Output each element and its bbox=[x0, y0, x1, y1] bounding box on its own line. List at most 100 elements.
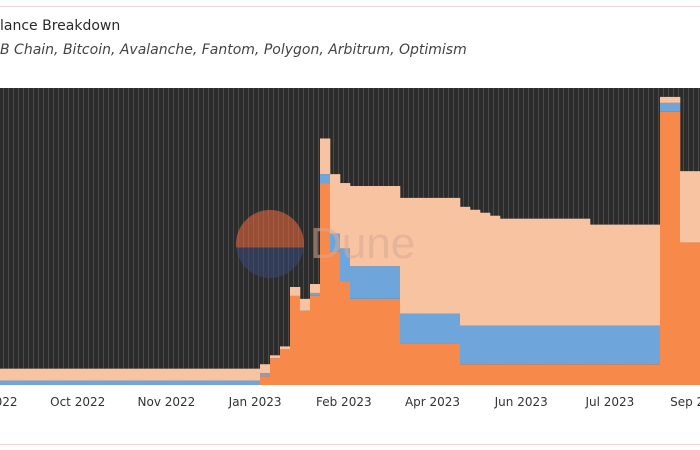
bar-peach bbox=[300, 298, 311, 311]
x-tick-label: Jul 2023 bbox=[585, 395, 635, 409]
x-tick-label: Sep 2022 bbox=[0, 395, 18, 409]
bar-peach bbox=[200, 368, 211, 381]
bar-peach bbox=[230, 368, 241, 381]
x-axis: Sep 2022 Oct 2022 Nov 2022 Jan 2023 Feb 2023… bbox=[0, 395, 700, 415]
bar-blue bbox=[330, 233, 341, 252]
bar-peach bbox=[500, 218, 511, 326]
x-tick-label: Sep 2023 bbox=[670, 395, 700, 409]
bar-peach bbox=[190, 368, 201, 381]
bar-peach bbox=[70, 368, 81, 381]
bar-blue bbox=[20, 380, 31, 385]
bar-orange bbox=[400, 343, 411, 385]
bar-peach bbox=[290, 286, 301, 296]
bar-blue bbox=[450, 313, 461, 344]
bar-blue bbox=[560, 325, 571, 365]
bar-peach bbox=[610, 224, 621, 326]
bar-blue bbox=[140, 380, 151, 385]
bar-blue bbox=[380, 266, 391, 299]
bar-peach bbox=[20, 368, 31, 381]
bar-blue bbox=[150, 380, 161, 385]
bar-orange bbox=[270, 358, 281, 385]
bar-peach bbox=[470, 209, 481, 326]
bar-blue bbox=[610, 325, 621, 365]
bar-peach bbox=[140, 368, 151, 381]
bar-orange bbox=[470, 364, 481, 385]
bottom-divider bbox=[0, 444, 700, 445]
bar-orange bbox=[360, 298, 371, 385]
bar-peach bbox=[90, 368, 101, 381]
bar-blue bbox=[260, 373, 271, 377]
bar-blue bbox=[340, 248, 351, 282]
bar-orange bbox=[460, 364, 471, 385]
bar-peach bbox=[0, 368, 11, 381]
bar-orange bbox=[660, 111, 671, 385]
bar-peach bbox=[110, 368, 121, 381]
bar-orange bbox=[350, 298, 361, 385]
bar-blue bbox=[410, 313, 421, 344]
bar-blue bbox=[360, 266, 371, 299]
bar-orange bbox=[260, 376, 271, 385]
bar-peach bbox=[400, 197, 411, 314]
bar-orange bbox=[420, 343, 431, 385]
bar-blue bbox=[430, 313, 441, 344]
bar-orange bbox=[590, 364, 601, 385]
bar-peach bbox=[360, 186, 371, 267]
bar-orange bbox=[600, 364, 611, 385]
bar-blue bbox=[460, 325, 471, 365]
bar-blue bbox=[0, 380, 11, 385]
bar-orange bbox=[290, 295, 301, 385]
bar-peach bbox=[650, 224, 661, 326]
bar-blue bbox=[90, 380, 101, 385]
x-tick-label: Oct 2022 bbox=[50, 395, 106, 409]
bar-peach bbox=[560, 218, 571, 326]
bar-peach bbox=[590, 224, 601, 326]
bar-peach bbox=[380, 186, 391, 267]
chart-subtitle: B Chain, Bitcoin, Avalanche, Fantom, Pol… bbox=[0, 42, 467, 58]
bar-blue bbox=[480, 325, 491, 365]
bar-blue bbox=[130, 380, 141, 385]
bar-orange bbox=[650, 364, 661, 385]
bar-peach bbox=[40, 368, 51, 381]
bar-peach bbox=[370, 186, 381, 267]
bar-blue bbox=[370, 266, 381, 299]
bar-orange bbox=[530, 364, 541, 385]
bar-peach bbox=[270, 355, 281, 359]
bar-blue bbox=[320, 174, 331, 184]
bar-orange bbox=[410, 343, 421, 385]
bar-peach bbox=[220, 368, 231, 381]
bar-blue bbox=[240, 380, 251, 385]
bar-peach bbox=[600, 224, 611, 326]
bar-peach bbox=[120, 368, 131, 381]
bar-blue bbox=[390, 266, 401, 299]
bar-orange bbox=[490, 364, 501, 385]
bar-blue bbox=[80, 380, 91, 385]
bar-peach bbox=[580, 218, 591, 326]
bar-blue bbox=[470, 325, 481, 365]
bar-peach bbox=[440, 197, 451, 314]
bar-blue bbox=[440, 313, 451, 344]
bar-blue bbox=[510, 325, 521, 365]
bar-peach bbox=[630, 224, 641, 326]
top-divider bbox=[0, 6, 700, 7]
bar-peach bbox=[250, 368, 261, 381]
bar-blue bbox=[600, 325, 611, 365]
bar-peach bbox=[670, 96, 681, 103]
bar-orange bbox=[690, 242, 700, 385]
bar-blue bbox=[30, 380, 41, 385]
chart-title: lance Breakdown bbox=[0, 18, 121, 34]
bar-orange bbox=[560, 364, 571, 385]
bar-peach bbox=[520, 218, 531, 326]
bar-blue bbox=[630, 325, 641, 365]
bar-peach bbox=[690, 171, 700, 243]
bar-blue bbox=[520, 325, 531, 365]
bar-peach bbox=[320, 138, 331, 175]
bar-orange bbox=[380, 298, 391, 385]
bar-peach bbox=[620, 224, 631, 326]
bar-blue bbox=[230, 380, 241, 385]
bar-blue bbox=[70, 380, 81, 385]
bar-blue bbox=[670, 102, 681, 112]
bar-orange bbox=[510, 364, 521, 385]
bar-blue bbox=[100, 380, 111, 385]
bar-blue bbox=[190, 380, 201, 385]
bar-orange bbox=[430, 343, 441, 385]
